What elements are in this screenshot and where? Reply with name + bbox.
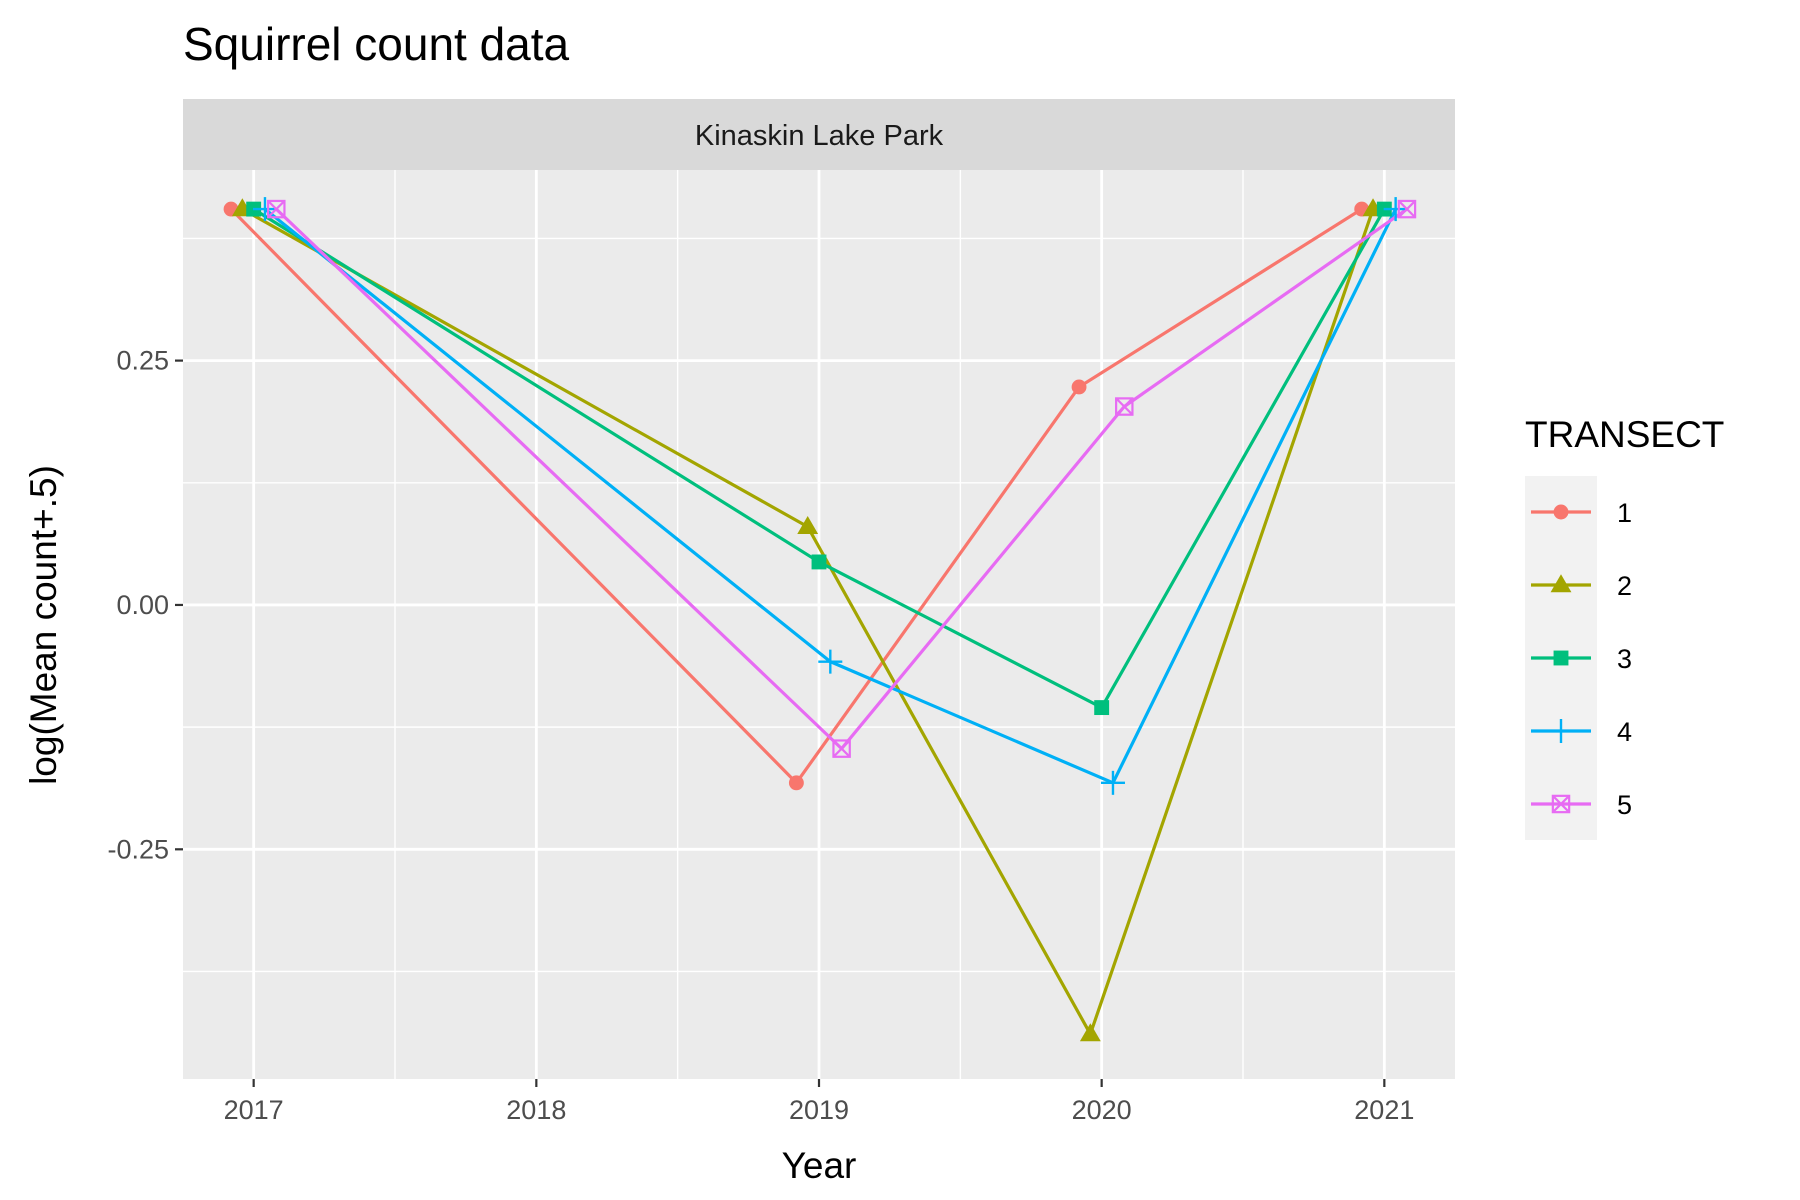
y-tick-label: 0.25 [116,346,169,376]
facet-strip-label: Kinaskin Lake Park [695,120,944,152]
x-tick-label: 2017 [224,1095,284,1125]
x-tick-label: 2019 [789,1095,849,1125]
series-lines [229,207,1408,1036]
series-line-3 [252,207,1386,710]
point-marker-square [1094,700,1110,716]
series-line-1 [229,207,1363,785]
point-marker-circle [1553,504,1569,520]
legend: 1 2 3 4 5 [1531,498,1632,820]
point-marker-plus [1549,719,1573,743]
legend-label: 3 [1617,644,1632,674]
point-marker-plus [1383,197,1408,222]
x-tick-label: 2018 [506,1095,566,1125]
chart-title: Squirrel count data [183,18,570,70]
legend-label: 2 [1617,571,1632,601]
point-marker-square-cross [1115,397,1134,416]
y-axis: 0.25 0.00 -0.25 [107,346,183,864]
y-tick-label: -0.25 [107,834,169,864]
legend-label: 5 [1617,790,1632,820]
x-axis-title: Year [782,1145,857,1186]
major-gridlines [183,170,1455,1079]
point-marker-triangle [797,515,819,534]
point-marker-circle [788,775,804,791]
x-tick-label: 2020 [1072,1095,1132,1125]
y-tick-label: 0.00 [116,590,169,620]
series-line-4 [263,207,1398,785]
legend-item-3: 3 [1531,644,1632,674]
legend-label: 4 [1617,717,1632,747]
point-marker-square-cross [1397,199,1417,219]
legend-title: TRANSECT [1525,414,1724,455]
point-marker-plus [1100,770,1125,795]
point-marker-triangle [1079,1023,1101,1042]
facet-strip [183,99,1455,170]
legend-item-5: 5 [1531,790,1632,820]
series-line-5 [275,207,1408,751]
point-marker-plus [252,197,277,222]
point-marker-square-cross [267,199,286,219]
series-line-2 [241,207,1375,1036]
point-marker-circle [1071,379,1087,395]
point-marker-square [811,554,827,570]
legend-label: 1 [1617,498,1632,528]
legend-item-4: 4 [1531,717,1632,747]
point-marker-plus [818,649,843,674]
point-marker-triangle [1550,574,1572,593]
point-marker-square [1553,650,1569,666]
point-marker-square-cross [832,739,851,758]
point-marker-square-cross [1551,794,1571,814]
legend-item-1: 1 [1531,498,1632,528]
series-points [223,197,1417,1042]
x-tick-label: 2021 [1354,1095,1414,1125]
y-axis-title: log(Mean count+.5) [23,465,64,785]
legend-item-2: 2 [1531,571,1632,601]
x-axis: 2017 2018 2019 2020 2021 [224,1079,1414,1125]
